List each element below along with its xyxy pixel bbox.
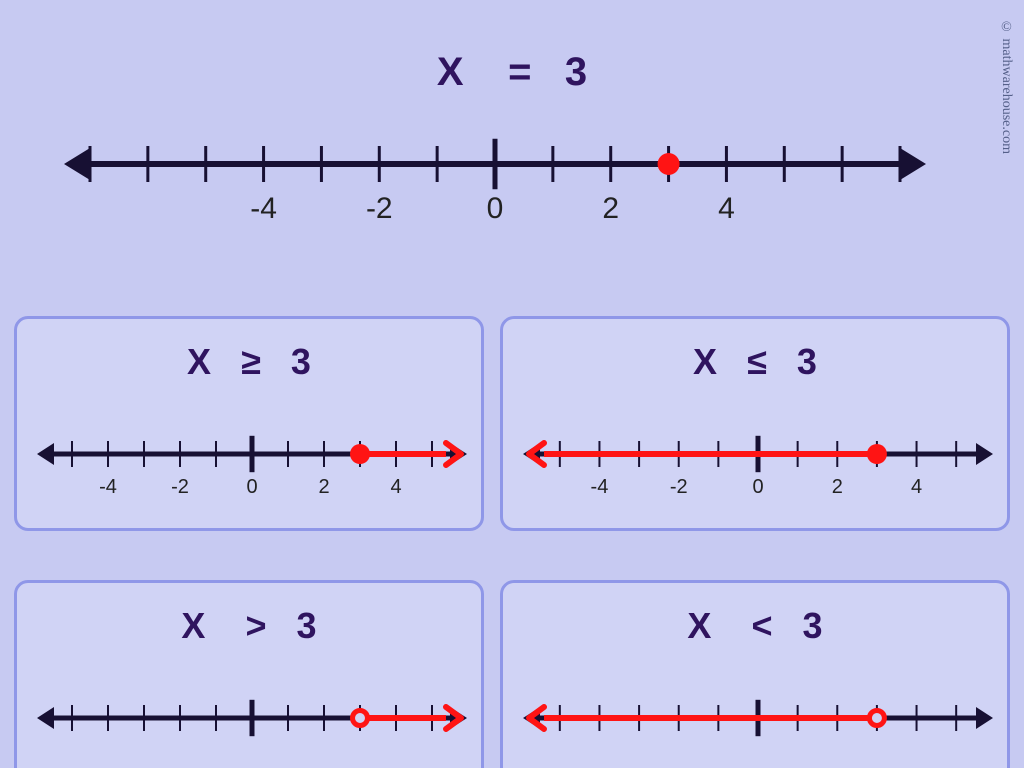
title-sp1 — [475, 50, 497, 94]
svg-text:-2: -2 — [670, 476, 688, 498]
title-sp2 — [783, 605, 793, 646]
title-val: 3 — [291, 341, 311, 382]
title-sp2 — [271, 341, 281, 382]
panel-ge-numberline: -4 -2 0 2 4 — [32, 424, 472, 514]
panel-gt: X > 3 — [14, 580, 484, 768]
svg-text:-2: -2 — [171, 476, 189, 498]
title-sp — [215, 605, 235, 646]
svg-text:0: 0 — [752, 476, 763, 498]
title-op: < — [751, 605, 772, 646]
title-val: 3 — [803, 605, 823, 646]
panel-ge: X ≥ 3 -4 -2 0 2 4 — [14, 316, 484, 531]
title-val: 3 — [297, 605, 317, 646]
title-var: X — [693, 341, 717, 382]
svg-text:0: 0 — [246, 476, 257, 498]
svg-text:0: 0 — [487, 192, 504, 225]
title-var: X — [187, 341, 211, 382]
panel-lt-title: X < 3 — [503, 583, 1007, 647]
svg-text:2: 2 — [602, 192, 619, 225]
panel-gt-title: X > 3 — [17, 583, 481, 647]
title-var: X — [181, 605, 205, 646]
svg-text:-2: -2 — [366, 192, 393, 225]
title-sp — [727, 341, 737, 382]
panel-le-numberline: -4 -2 0 2 4 — [518, 424, 998, 514]
title-sp — [721, 605, 741, 646]
svg-text:-4: -4 — [591, 476, 609, 498]
svg-text:4: 4 — [390, 476, 401, 498]
panel-le: X ≤ 3 -4 -2 0 2 4 — [500, 316, 1010, 531]
title-sp2 — [777, 341, 787, 382]
svg-text:4: 4 — [911, 476, 922, 498]
title-var: X — [437, 50, 464, 94]
top-numberline: -4 -2 0 2 4 — [60, 120, 930, 240]
title-op: = — [508, 50, 531, 94]
svg-text:-4: -4 — [250, 192, 277, 225]
panel-le-title: X ≤ 3 — [503, 319, 1007, 383]
svg-text:-4: -4 — [99, 476, 117, 498]
title-sp — [221, 341, 231, 382]
svg-text:4: 4 — [718, 192, 735, 225]
title-var: X — [687, 605, 711, 646]
panel-lt-numberline — [518, 688, 998, 768]
title-op: ≥ — [241, 341, 261, 382]
title-sp2 — [277, 605, 287, 646]
panel-ge-title: X ≥ 3 — [17, 319, 481, 383]
panel-lt: X < 3 — [500, 580, 1010, 768]
title-op: > — [245, 605, 266, 646]
title-val: 3 — [797, 341, 817, 382]
top-title: X = 3 — [0, 50, 1024, 95]
panel-gt-numberline — [32, 688, 472, 768]
title-op: ≤ — [747, 341, 767, 382]
title-sp2 — [543, 50, 554, 94]
svg-text:2: 2 — [832, 476, 843, 498]
svg-text:2: 2 — [318, 476, 329, 498]
title-val: 3 — [565, 50, 587, 94]
